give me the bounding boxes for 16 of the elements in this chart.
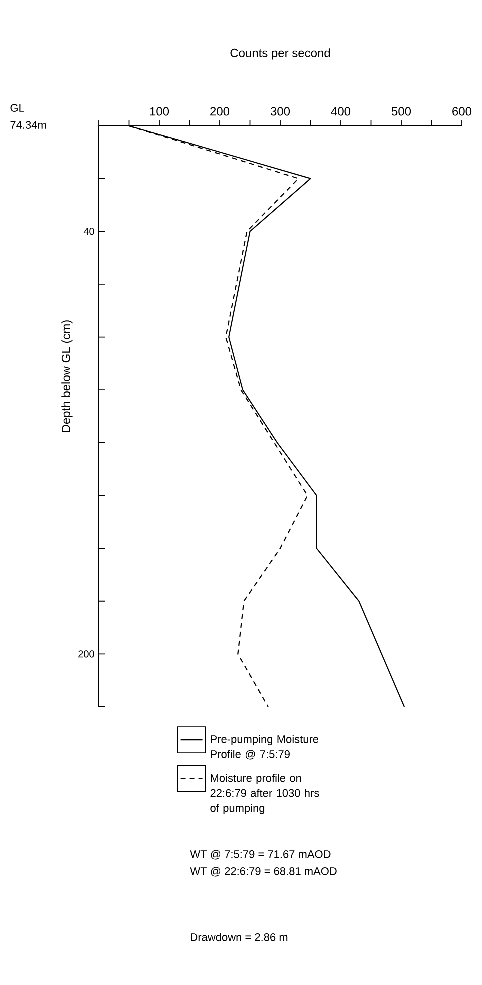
x-tick-label: 500 — [392, 107, 412, 116]
x-tick-label: 300 — [270, 107, 290, 116]
text: WT @ 7:5:79 = 71.67 mAOD — [190, 850, 331, 860]
legend-label: Pre-pumping Moisture Profile @ 7:5:79 — [211, 735, 319, 760]
legend-label: Moisture profile on 22:6:79 after 1030 hrs of pumping — [210, 774, 320, 814]
text: GL — [10, 104, 25, 112]
x-axis-title: Counts per second — [230, 48, 330, 60]
y-axis-title: Depth below GL (cm) — [62, 320, 73, 432]
x-tick-label: 100 — [150, 107, 170, 116]
text: 74.34m — [10, 121, 46, 129]
text: WT @ 22:6:79 = 68.81 mAOD — [190, 867, 337, 877]
x-tick-label: 400 — [331, 107, 351, 116]
y-tick-label: 40 — [84, 228, 94, 236]
text: Drawdown = 2.86 m — [191, 933, 288, 942]
x-tick-label: 200 — [210, 107, 230, 116]
x-tick-label: 600 — [452, 107, 472, 116]
